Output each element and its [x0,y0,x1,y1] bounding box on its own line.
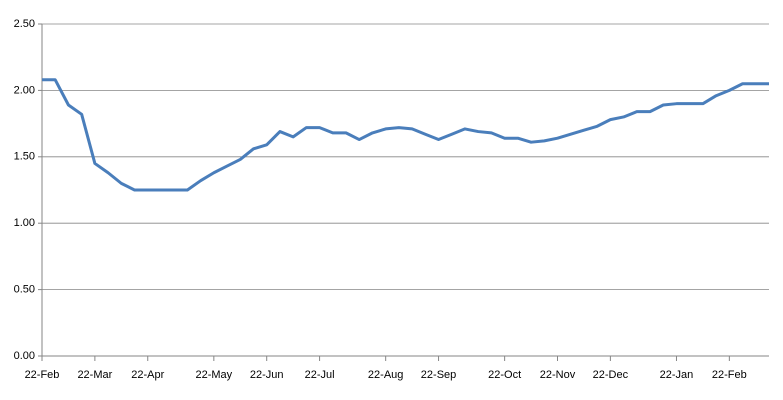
x-tick-label: 22-May [195,369,232,381]
y-tick-label: 0.00 [14,350,35,362]
x-tick-label: 22-Apr [131,369,164,381]
x-tick-label: 22-Dec [593,369,629,381]
x-tick-label: 22-Aug [368,369,403,381]
y-tick-label: 1.50 [14,151,35,163]
x-tick-label: 22-Mar [77,369,112,381]
y-tick-label: 2.50 [14,18,35,30]
x-tick-label: 22-Jan [660,369,694,381]
y-tick-label: 0.50 [14,284,35,296]
x-tick-label: 22-Oct [488,369,521,381]
x-tick-label: 22-Sep [421,369,456,381]
data-line [42,78,769,192]
x-tick-label: 22-Nov [540,369,576,381]
y-tick-label: 2.00 [14,84,35,96]
x-tick-label: 22-Jul [305,369,335,381]
x-tick-label: 22-Jun [250,369,284,381]
x-tick-label: 22-Feb [25,369,60,381]
y-tick-label: 1.00 [14,217,35,229]
x-tick-label: 22-Feb [712,369,747,381]
